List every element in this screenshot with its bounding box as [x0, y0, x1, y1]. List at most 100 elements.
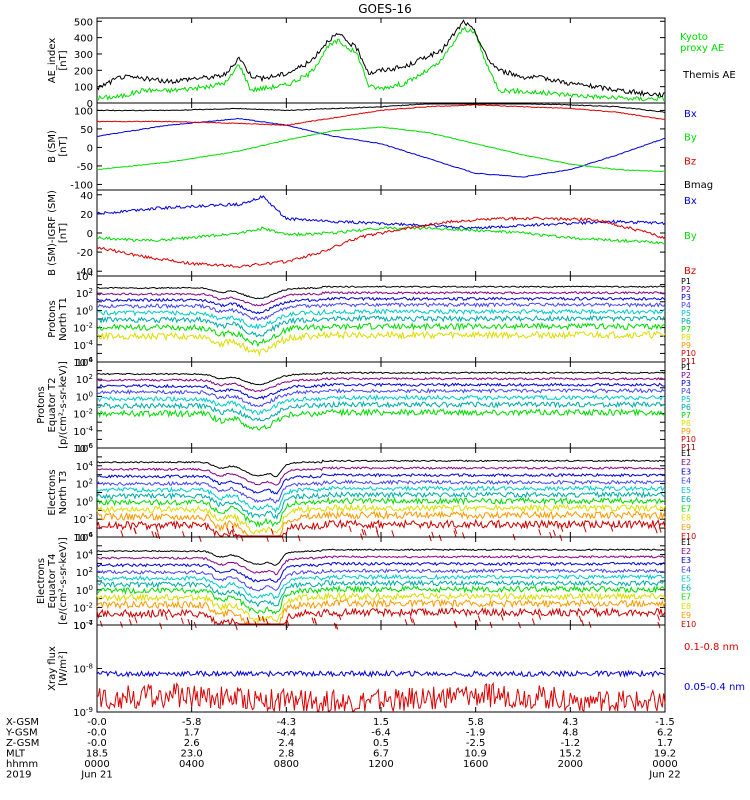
- tail-mark: [552, 529, 556, 537]
- y-tick-label: -20: [77, 248, 93, 259]
- channel-label: E4: [681, 565, 691, 574]
- tail-mark: [338, 613, 342, 621]
- y-tick-label: 106: [76, 531, 94, 544]
- tail-mark: [159, 622, 163, 629]
- tail-mark: [133, 527, 137, 535]
- y-axis-label: Protons: [36, 386, 47, 423]
- y-tick-label: 10-2: [73, 322, 93, 335]
- y-tick-label: 10-8: [73, 663, 93, 676]
- channel-label: P10: [681, 349, 696, 358]
- y-tick-label: -100: [70, 180, 93, 191]
- tail-mark: [240, 535, 244, 542]
- channel-label: P7: [681, 411, 691, 420]
- panel-frame: [96, 624, 666, 713]
- tail-mark: [578, 615, 582, 622]
- series-bz: [96, 216, 666, 269]
- x-cell: 2.4: [278, 738, 294, 749]
- channel-label: P5: [681, 309, 691, 318]
- tail-mark: [531, 618, 535, 625]
- x-cell: -1.5: [655, 717, 675, 728]
- y-axis-label: [nT]: [58, 50, 69, 70]
- x-cell: -2.5: [466, 738, 486, 749]
- y-axis-label: North T1: [58, 297, 69, 341]
- tail-mark: [538, 529, 542, 536]
- y-axis-label: B (SM)-IGRF (SM): [47, 190, 58, 276]
- y-tick-label: 400: [74, 34, 93, 45]
- channel-e5: [96, 484, 666, 514]
- channel-e7: [96, 584, 666, 615]
- channel-p5: [96, 308, 666, 331]
- channel-p2: [96, 376, 666, 393]
- series-bx: [96, 195, 666, 230]
- x-cell: -0.0: [87, 738, 107, 749]
- channel-label: E7: [681, 593, 691, 602]
- channel-label: P2: [681, 371, 691, 380]
- channel-label: E3: [681, 556, 691, 565]
- y-axis-label: Electrons: [36, 558, 47, 604]
- x-cell: -4.3: [277, 717, 297, 728]
- channel-label: P3: [681, 293, 691, 302]
- x-cell: 0400: [179, 759, 204, 770]
- channel-label: E9: [681, 523, 691, 532]
- tail-mark: [461, 532, 465, 539]
- panel-electrons_t4: 106 104 102 100 10-2 10-4 Electrons Equator T4[…: [36, 531, 696, 632]
- channel-label: P5: [681, 395, 691, 404]
- y-tick-label: 0: [87, 229, 93, 240]
- y-tick-label: 300: [74, 50, 93, 61]
- x-cell: 10.9: [465, 749, 487, 760]
- x-cell: 15.2: [559, 749, 581, 760]
- tail-mark: [375, 526, 379, 533]
- x-cell: 1.5: [373, 717, 389, 728]
- y-tick-label: 100: [76, 390, 93, 403]
- tail-mark: [157, 532, 161, 540]
- tail-mark: [560, 525, 564, 532]
- channel-label: E7: [681, 504, 691, 513]
- tail-mark: [348, 525, 352, 533]
- legend-label: Bz: [684, 266, 696, 277]
- y-tick-label: 102: [76, 478, 93, 491]
- channel-p4: [96, 302, 666, 322]
- tail-mark: [538, 613, 542, 620]
- channel-e10: [96, 606, 666, 626]
- tail-mark: [254, 621, 258, 628]
- tail-mark: [658, 526, 662, 533]
- tail-mark: [265, 618, 269, 625]
- tail-mark: [297, 535, 301, 542]
- channel-label: P3: [681, 379, 691, 388]
- channel-label: P10: [681, 435, 696, 444]
- figure-title: GOES-16: [358, 2, 412, 16]
- channel-label: E2: [681, 458, 691, 467]
- channel-label: P11: [681, 443, 696, 452]
- tail-mark: [226, 527, 230, 535]
- y-tick-label: 10-2: [73, 513, 93, 526]
- legend-label: Kyoto: [680, 32, 708, 43]
- x-cell: -6.4: [371, 728, 391, 739]
- tail-mark: [453, 530, 457, 537]
- tail-mark: [391, 530, 395, 537]
- channel-p3: [96, 382, 666, 400]
- y-tick-label: 100: [76, 584, 93, 597]
- y-axis-label: [nT]: [58, 223, 69, 243]
- channel-p4: [96, 387, 666, 408]
- legend-label: Bx: [684, 109, 697, 120]
- x-cell: -1.2: [561, 738, 581, 749]
- tail-mark: [270, 528, 274, 535]
- channel-label: P11: [681, 357, 696, 366]
- channel-p5: [96, 393, 666, 415]
- y-tick-label: 10-4: [73, 619, 93, 632]
- y-tick-label: 104: [76, 356, 94, 369]
- series-bx: [96, 117, 666, 178]
- x-cell: 4.8: [562, 728, 578, 739]
- channel-e1: [96, 459, 666, 478]
- series-by: [96, 226, 665, 245]
- tail-mark: [311, 617, 315, 624]
- y-tick-label: 10-4: [73, 339, 93, 352]
- y-tick-label: 104: [76, 549, 94, 562]
- channel-label: P6: [681, 317, 691, 326]
- channel-label: P1: [681, 277, 691, 286]
- tail-mark: [583, 526, 587, 533]
- tail-mark: [409, 616, 413, 624]
